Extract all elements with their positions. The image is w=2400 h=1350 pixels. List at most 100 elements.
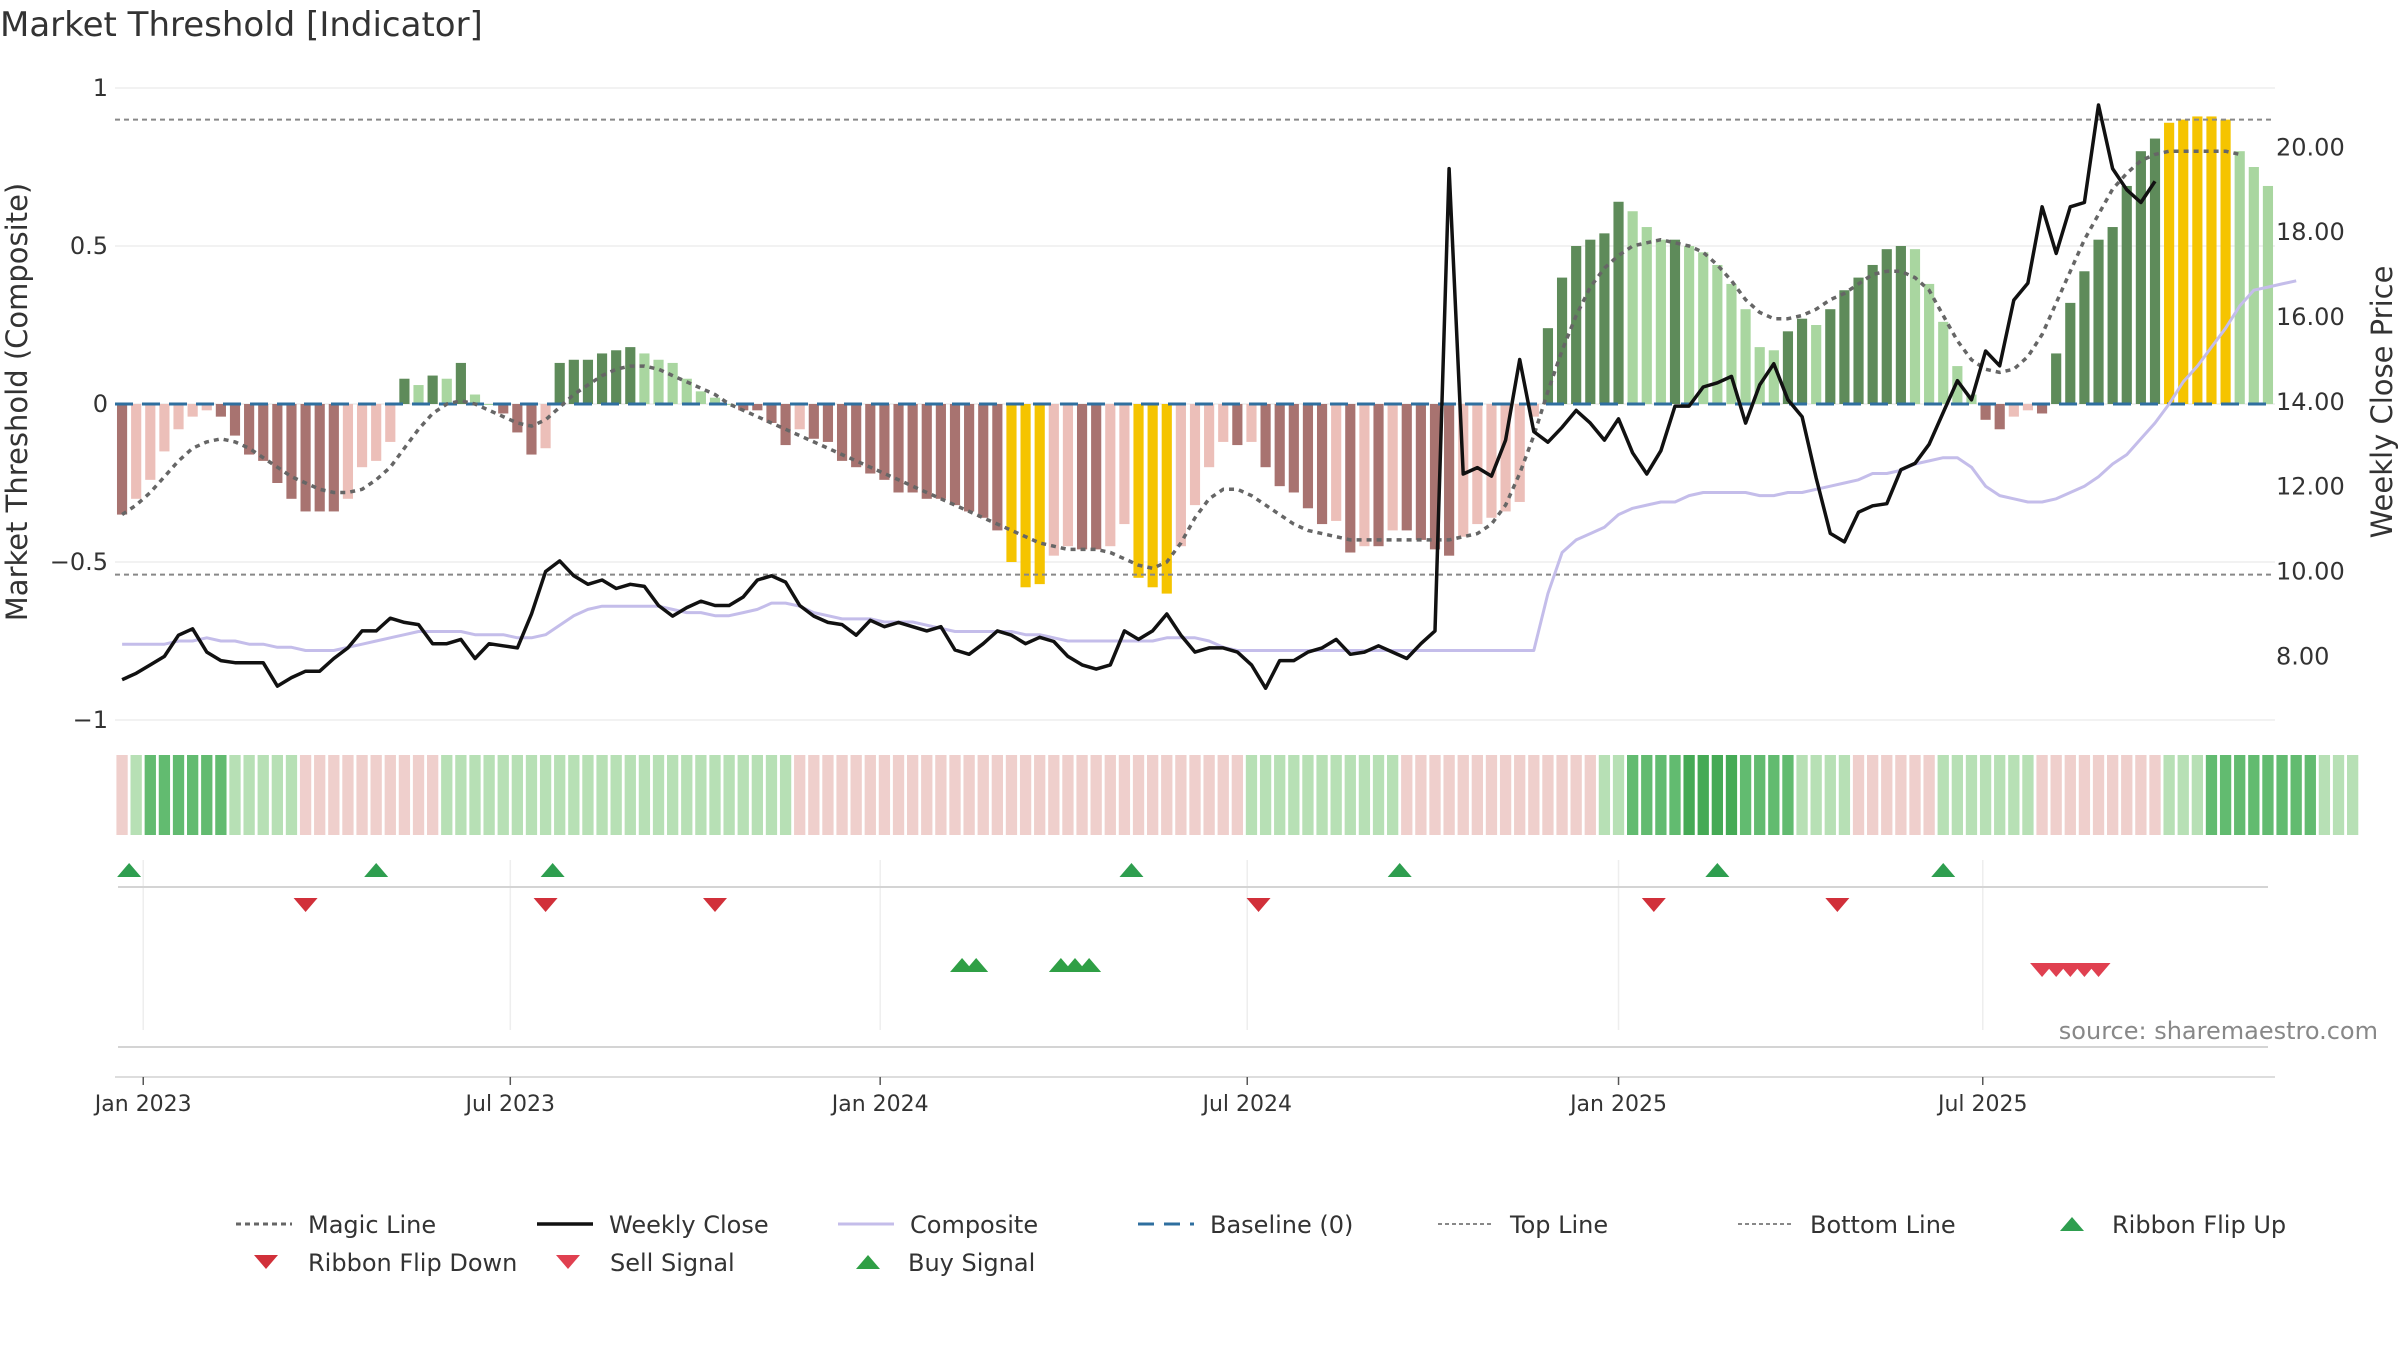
composite-bar bbox=[1006, 404, 1017, 562]
y-axis-label: Market Threshold (Composite) bbox=[0, 183, 34, 621]
composite-bar bbox=[1571, 246, 1582, 404]
ribbon-cell bbox=[1810, 755, 1822, 835]
ribbon-strip bbox=[116, 755, 2359, 835]
ribbon-cell bbox=[2332, 755, 2345, 835]
legend-item-magic: Magic Line bbox=[236, 1211, 436, 1239]
ribbon-cell bbox=[723, 755, 735, 835]
legend-buy-swatch bbox=[856, 1255, 880, 1269]
ribbon-cell bbox=[1231, 755, 1243, 835]
y-tick-label: −0.5 bbox=[50, 548, 108, 576]
ribbon-cell bbox=[822, 755, 834, 835]
ribbon-cell bbox=[1316, 755, 1328, 835]
ribbon-cell bbox=[2135, 755, 2147, 835]
composite-bar bbox=[611, 350, 622, 404]
ribbon-cell bbox=[1485, 755, 1498, 835]
composite-bar bbox=[1796, 318, 1808, 404]
composite-bar bbox=[1740, 309, 1751, 404]
composite-bar bbox=[1189, 404, 1201, 506]
y-tick-label: 0.5 bbox=[70, 232, 108, 260]
ribbon-flip-down-marker bbox=[533, 898, 558, 912]
composite-bar bbox=[314, 404, 325, 512]
composite-bar bbox=[2262, 185, 2274, 404]
ribbon-cell bbox=[2036, 755, 2048, 835]
ribbon-flip-down-marker bbox=[1825, 898, 1850, 912]
composite-bar bbox=[2036, 404, 2048, 414]
ribbon-cell bbox=[299, 755, 312, 835]
composite-bar bbox=[1472, 404, 1483, 525]
ribbon-cell bbox=[1909, 755, 1921, 835]
composite-bar bbox=[328, 404, 339, 512]
ribbon-cell bbox=[1471, 755, 1483, 835]
composite-bar bbox=[2149, 138, 2161, 404]
ribbon-cell bbox=[624, 755, 636, 835]
composite-bar bbox=[2107, 227, 2118, 404]
ribbon-flip-down-marker bbox=[1641, 898, 1666, 912]
composite-bar bbox=[1218, 404, 1229, 442]
ribbon-flip-down-marker bbox=[293, 898, 318, 912]
legend-item-flipdown: Ribbon Flip Down bbox=[254, 1249, 517, 1277]
composite-bar bbox=[173, 404, 184, 430]
ribbon-cell bbox=[384, 755, 396, 835]
ribbon-cell bbox=[412, 755, 425, 835]
ribbon-cell bbox=[257, 755, 269, 835]
composite-bar bbox=[653, 359, 664, 404]
lines-layer bbox=[115, 103, 2297, 690]
ribbon-cell bbox=[1951, 755, 1963, 835]
composite-bar bbox=[2234, 151, 2245, 404]
ribbon-cell bbox=[1302, 755, 1314, 835]
composite-bar bbox=[484, 404, 495, 405]
ribbon-cell bbox=[427, 755, 439, 835]
ribbon-cell bbox=[1528, 755, 1540, 835]
composite-bar bbox=[1924, 283, 1935, 404]
composite-bar bbox=[1274, 404, 1285, 487]
composite-bar bbox=[893, 404, 904, 493]
legend-label: Buy Signal bbox=[908, 1249, 1035, 1277]
ribbon-cell bbox=[2347, 755, 2359, 835]
ribbon-cell bbox=[370, 755, 382, 835]
ribbon-cell bbox=[1401, 755, 1413, 835]
ribbon-cell bbox=[709, 755, 721, 835]
weekly-close-line bbox=[121, 103, 2157, 690]
ribbon-cell bbox=[356, 755, 368, 835]
y-tick-label: 1 bbox=[93, 74, 108, 102]
ribbon-flip-up-marker bbox=[1119, 863, 1144, 877]
composite-bar bbox=[822, 404, 834, 442]
x-tick-label: Jan 2025 bbox=[1568, 1092, 1667, 1117]
composite-bar bbox=[413, 385, 424, 404]
legend-label: Ribbon Flip Down bbox=[308, 1249, 517, 1277]
composite-bar bbox=[921, 404, 932, 499]
composite-bar bbox=[399, 378, 410, 404]
composite-bar bbox=[2248, 167, 2259, 404]
ribbon-cell bbox=[1090, 755, 1102, 835]
ribbon-cell bbox=[172, 755, 185, 835]
ribbon-cell bbox=[1796, 755, 1808, 835]
ribbon-cell bbox=[1768, 755, 1780, 835]
ribbon-cell bbox=[977, 755, 989, 835]
composite-bar bbox=[2178, 119, 2189, 404]
ribbon-cell bbox=[2107, 755, 2119, 835]
legend-label: Bottom Line bbox=[1810, 1211, 1956, 1239]
ribbon-cell bbox=[1274, 755, 1286, 835]
composite-bar bbox=[385, 404, 396, 442]
ribbon-cell bbox=[963, 755, 975, 835]
ribbon-cell bbox=[935, 755, 947, 835]
composite-bar bbox=[498, 404, 509, 414]
composite-bar bbox=[1119, 404, 1130, 525]
composite-bar bbox=[1613, 201, 1624, 404]
composite-bar bbox=[1655, 239, 1666, 404]
ribbon-cell bbox=[2022, 755, 2034, 835]
composite-bars bbox=[116, 116, 2274, 594]
composite-bar bbox=[512, 404, 523, 433]
composite-bar bbox=[229, 404, 241, 436]
legend-label: Baseline (0) bbox=[1210, 1211, 1353, 1239]
x-tick-label: Jul 2024 bbox=[1200, 1092, 1292, 1117]
ribbon-cell bbox=[596, 755, 608, 835]
composite-bar bbox=[215, 404, 226, 417]
ribbon-cell bbox=[1019, 755, 1032, 835]
composite-bar bbox=[272, 404, 283, 483]
composite-bar bbox=[596, 353, 608, 404]
ribbon-cell bbox=[1457, 755, 1469, 835]
ribbon-cell bbox=[201, 755, 213, 835]
composite-bar bbox=[201, 404, 212, 411]
ribbon-cell bbox=[2219, 755, 2232, 835]
